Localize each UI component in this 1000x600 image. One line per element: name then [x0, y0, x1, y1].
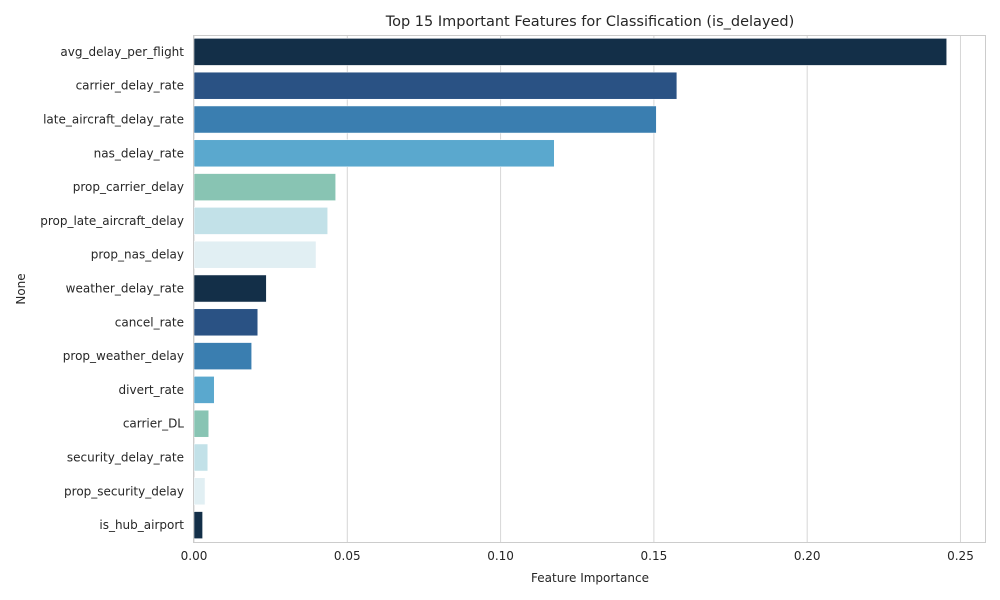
x-tick-label: 0.20 — [794, 549, 821, 563]
plot-frame — [193, 35, 986, 543]
y-tick-label: carrier_delay_rate — [76, 79, 184, 93]
y-tick-label: prop_nas_delay — [91, 248, 184, 262]
bar-divert-rate — [193, 376, 215, 404]
x-tick-labels: 0.00 0.05 0.10 0.15 0.20 0.25 — [181, 549, 974, 563]
x-tick-label: 0.10 — [487, 549, 514, 563]
bar-avg-delay-per-flight — [193, 38, 947, 66]
bar-carrier-delay-rate — [193, 71, 678, 100]
bar-prop-late-aircraft-delay — [193, 207, 328, 235]
x-tick-label: 0.00 — [181, 549, 208, 563]
y-tick-label: nas_delay_rate — [94, 146, 184, 160]
y-tick-label: security_delay_rate — [67, 451, 184, 465]
x-axis-label: Feature Importance — [531, 571, 649, 585]
bar-prop-weather-delay — [193, 342, 252, 370]
bar-layer — [193, 38, 947, 539]
y-tick-label: avg_delay_per_flight — [60, 45, 184, 59]
y-tick-label: is_hub_airport — [99, 518, 184, 532]
y-tick-label: carrier_DL — [123, 417, 184, 431]
y-axis-label: None — [14, 273, 28, 304]
x-tick-label: 0.25 — [947, 549, 974, 563]
bar-nas-delay-rate — [193, 139, 555, 168]
bar-weather-delay-rate — [193, 274, 267, 303]
y-tick-labels: avg_delay_per_flight carrier_delay_ratela… — [40, 45, 184, 532]
chart-title: Top 15 Important Features for Classifica… — [385, 14, 795, 30]
bar-is-hub-airport — [193, 511, 203, 539]
bar-security-delay-rate — [193, 443, 209, 472]
y-tick-label: weather_delay_rate — [66, 282, 184, 296]
bar-prop-security-delay — [193, 477, 206, 506]
y-tick-label: late_aircraft_delay_rate — [43, 113, 184, 127]
y-tick-label: prop_weather_delay — [63, 349, 184, 363]
bar-prop-carrier-delay — [193, 173, 336, 201]
bar-carrier-DL — [193, 409, 209, 438]
y-tick-label: prop_carrier_delay — [73, 180, 184, 194]
x-tick-label: 0.05 — [334, 549, 361, 563]
bar-prop-nas-delay — [193, 240, 317, 269]
y-tick-label: cancel_rate — [115, 315, 184, 329]
bar-late-aircraft-delay-rate — [193, 105, 657, 134]
y-tick-label: divert_rate — [119, 383, 184, 397]
bar-cancel-rate — [193, 308, 259, 337]
y-tick-label: prop_security_delay — [64, 484, 184, 498]
x-tick-label: 0.15 — [641, 549, 668, 563]
y-tick-label: prop_late_aircraft_delay — [40, 214, 184, 228]
